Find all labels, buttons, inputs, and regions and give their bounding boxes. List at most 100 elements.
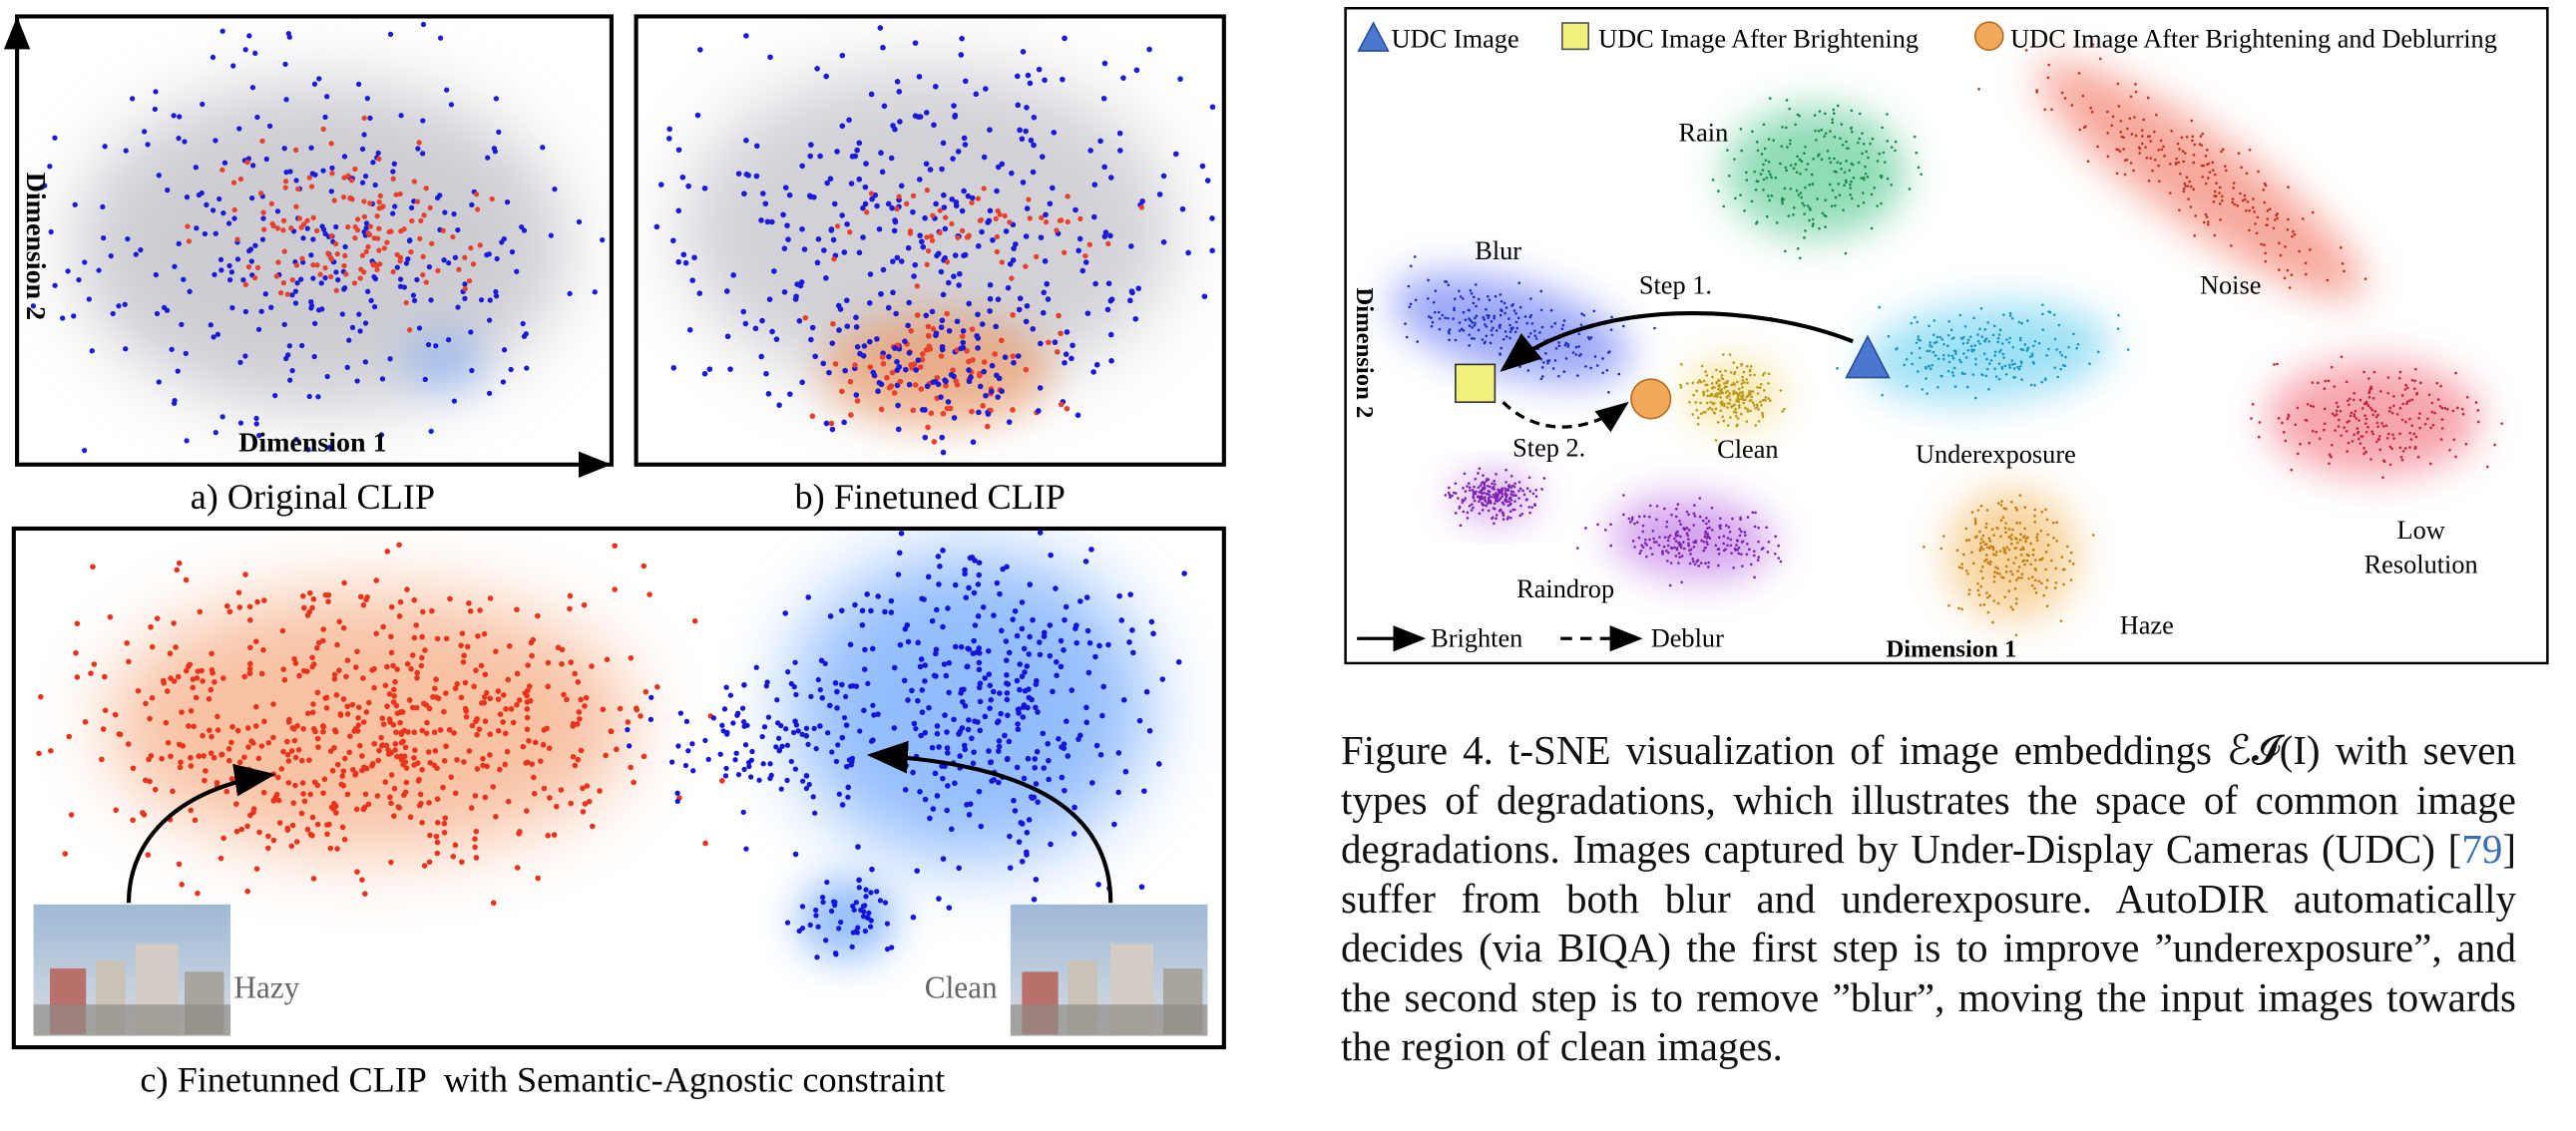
point [408,665,414,672]
point [310,701,316,707]
point [868,190,875,196]
point [322,264,328,271]
point [379,376,386,382]
point [2452,438,2456,442]
point [461,652,467,659]
point [1871,137,1875,141]
point [1541,361,1545,364]
point [107,613,114,620]
point [462,679,469,686]
point [1107,175,1114,181]
point [903,366,909,373]
point [1477,297,1481,301]
point [1702,379,1706,383]
point [1996,601,2000,605]
point [336,667,342,673]
point [434,819,441,826]
point [403,765,410,771]
point [1849,183,1852,187]
point [414,198,420,204]
point [1044,280,1051,287]
point [1648,538,1651,542]
point [91,661,98,667]
point [1858,112,1862,116]
point [2245,209,2248,212]
point [892,217,898,223]
point [363,709,370,715]
point [892,345,898,351]
point [289,276,295,283]
point [2076,342,2080,346]
point [2407,399,2411,403]
point [784,777,790,784]
point [1861,132,1864,135]
point [1842,208,1845,211]
point [184,438,190,444]
point [1499,490,1503,493]
density-blob [107,590,634,854]
point [1486,493,1490,496]
point [2335,413,2339,416]
point [1006,649,1013,656]
point [446,337,452,343]
point [1118,617,1125,623]
point [1527,476,1531,480]
point [1471,320,1474,324]
point [1462,329,1466,332]
point [1007,219,1013,225]
point [1887,334,1891,338]
point [970,439,977,446]
point [1985,367,1989,371]
point [172,263,178,269]
point [2194,214,2197,217]
point [910,208,916,215]
point [90,564,96,570]
point [618,369,623,374]
point [324,831,330,838]
point [2256,215,2260,219]
citation[interactable]: 79 [2461,826,2503,872]
point [799,163,805,170]
point [1950,337,1954,340]
point [112,711,119,718]
point [1679,535,1682,539]
point [696,47,703,53]
point [306,175,312,181]
point [856,877,862,884]
point [1705,374,1709,377]
panel-c-frame [11,526,1226,1050]
point [1082,252,1088,259]
point [1499,508,1503,512]
point [1033,704,1039,711]
point [2378,435,2381,438]
point [1743,209,1746,212]
point [2149,157,2153,160]
point [2485,465,2489,469]
point [1545,359,1549,363]
point [933,606,940,613]
point [2075,346,2078,350]
point [2200,164,2204,168]
point [1549,308,1553,312]
point [1974,357,1977,361]
point [1643,538,1647,542]
point [1501,487,1504,490]
point [1787,214,1791,217]
point [1016,839,1023,845]
point [2364,422,2367,425]
point [2454,371,2457,375]
point [140,810,146,816]
point [912,261,919,268]
point [1683,528,1686,532]
point [213,230,218,236]
point [2022,548,2025,552]
point [1416,340,1420,343]
point [740,308,747,315]
point [799,379,805,386]
point [919,709,926,715]
point [685,183,691,189]
point [190,676,197,682]
point [1748,389,1751,393]
point [2023,535,2026,538]
point [188,708,195,714]
